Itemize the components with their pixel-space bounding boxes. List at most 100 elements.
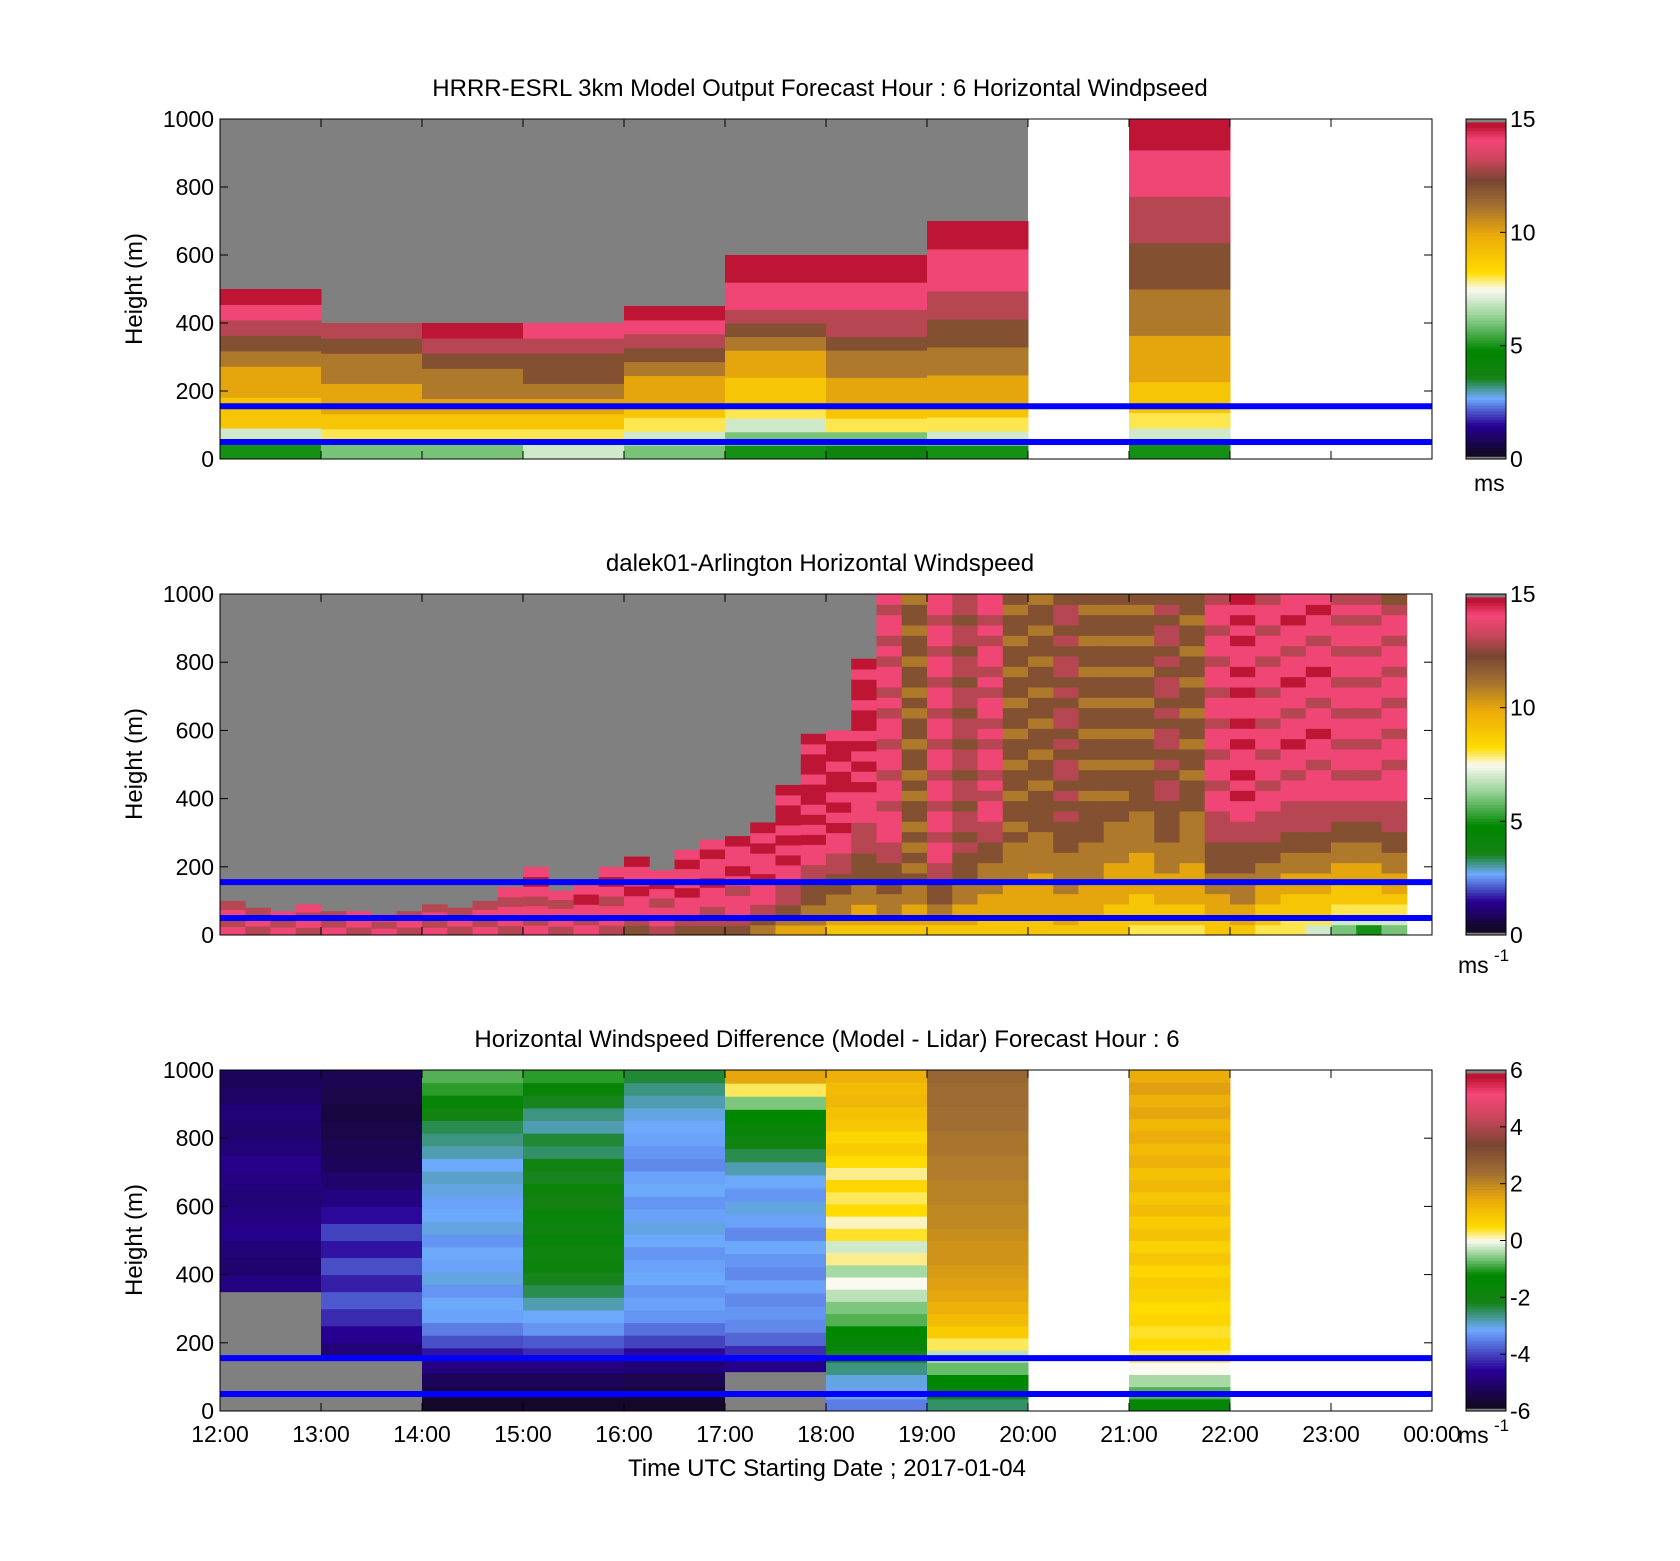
colorbar-swatch [1466, 656, 1506, 660]
heatmap-cell [876, 666, 903, 678]
heatmap-cell [826, 750, 852, 762]
heatmap-cell [725, 282, 827, 297]
heatmap-cell [523, 1272, 625, 1286]
colorbar-swatch [1466, 345, 1506, 350]
colorbar-swatch [1466, 257, 1506, 262]
heatmap-cell [901, 707, 928, 719]
heatmap-cell [977, 749, 1004, 760]
heatmap-cell [1129, 904, 1155, 915]
colorbar-swatch [1466, 283, 1506, 287]
heatmap-cell [1078, 821, 1105, 833]
colorbar-swatch [1466, 684, 1506, 689]
colorbar-tick-label: 0 [1510, 446, 1523, 472]
heatmap-cell [927, 790, 953, 802]
colorbar-swatch [1466, 444, 1506, 449]
colorbar-swatch [1466, 255, 1506, 259]
heatmap-cell [927, 305, 1029, 320]
heatmap-cell [1204, 687, 1231, 698]
heatmap-cell [826, 1264, 928, 1278]
heatmap-cell [1331, 707, 1357, 719]
x-tick-label: 00:00 [1403, 1421, 1461, 1447]
heatmap-cell [1154, 625, 1180, 636]
heatmap-cell [1381, 811, 1408, 822]
colorbar-swatch [1466, 1078, 1506, 1082]
heatmap-cell [1305, 790, 1332, 802]
heatmap-cell [523, 1234, 625, 1248]
heatmap-cell [523, 1335, 625, 1349]
heatmap-cell [876, 707, 903, 719]
heatmap-cell [220, 304, 322, 321]
heatmap-cell [220, 1206, 322, 1224]
colorbar-swatch [1466, 1280, 1506, 1284]
heatmap-cell [876, 800, 903, 812]
heatmap-cell [1154, 790, 1180, 802]
heatmap-cell [422, 368, 524, 384]
heatmap-cell [725, 1135, 827, 1150]
heatmap-cell [1002, 842, 1029, 853]
heatmap-cell [826, 853, 852, 864]
heatmap-cell [1028, 904, 1054, 915]
heatmap-cell [1280, 749, 1307, 760]
heatmap-cell [851, 658, 877, 670]
colorbar-swatch [1466, 161, 1506, 165]
heatmap-cell [523, 1070, 625, 1084]
heatmap-cell [750, 873, 776, 885]
heatmap-cell [826, 842, 852, 854]
heatmap-cell [1129, 1216, 1231, 1229]
heatmap-cell [1179, 666, 1206, 678]
heatmap-cell [1028, 656, 1054, 667]
heatmap-cell [977, 645, 1004, 657]
heatmap-cell [800, 824, 827, 835]
heatmap-cell [1381, 625, 1408, 636]
heatmap-cell [1103, 645, 1130, 657]
colorbar-swatch [1466, 337, 1506, 341]
heatmap-cell [952, 728, 978, 740]
colorbar-swatch [1466, 354, 1506, 358]
colorbar-tick-label: 15 [1510, 106, 1536, 132]
heatmap-cell [1356, 707, 1382, 719]
colorbar-swatch [1466, 858, 1506, 862]
heatmap-cell [573, 924, 600, 936]
heatmap-cell [624, 361, 726, 377]
heatmap-cell [1103, 738, 1130, 750]
colorbar-swatch [1466, 747, 1506, 751]
colorbar-swatch [1466, 243, 1506, 248]
colorbar-swatch [1466, 1234, 1506, 1239]
heatmap-cell [1103, 893, 1130, 905]
heatmap-cell [826, 418, 928, 433]
heatmap-cell [624, 1322, 726, 1336]
y-tick-label: 1000 [163, 581, 214, 607]
heatmap-cell [1078, 676, 1105, 688]
heatmap-cell [1280, 873, 1307, 884]
colorbar-swatch [1466, 863, 1506, 868]
colorbar-swatch [1466, 1084, 1506, 1088]
heatmap-cell [725, 1083, 827, 1097]
heatmap-cell [927, 1179, 1029, 1193]
colorbar-swatch [1466, 286, 1506, 290]
heatmap-cell [826, 1118, 928, 1132]
heatmap-cell [901, 831, 928, 843]
colorbar-swatch [1466, 385, 1506, 389]
heatmap-cell [1331, 614, 1357, 626]
heatmap-cell [901, 718, 928, 729]
heatmap-cell [1103, 862, 1130, 874]
heatmap-cell [1129, 1106, 1231, 1120]
heatmap-cell [1078, 604, 1105, 616]
colorbar-swatch [1466, 300, 1506, 304]
heatmap-cell [1028, 625, 1054, 636]
heatmap-cell [977, 800, 1004, 812]
heatmap-cell [1129, 635, 1155, 647]
colorbar-swatch [1466, 1158, 1506, 1162]
heatmap-cell [800, 784, 827, 795]
colorbar-swatch [1466, 226, 1506, 231]
colorbar-swatch [1466, 306, 1506, 310]
heatmap-cell [876, 697, 903, 709]
heatmap-cell [927, 221, 1029, 236]
panel-2-heatmap [220, 594, 1432, 936]
heatmap-cell [1280, 728, 1307, 740]
colorbar-swatch [1466, 351, 1506, 355]
colorbar-swatch [1466, 198, 1506, 202]
heatmap-cell [598, 866, 625, 878]
heatmap-cell [422, 1133, 524, 1147]
heatmap-cell [1028, 821, 1054, 833]
